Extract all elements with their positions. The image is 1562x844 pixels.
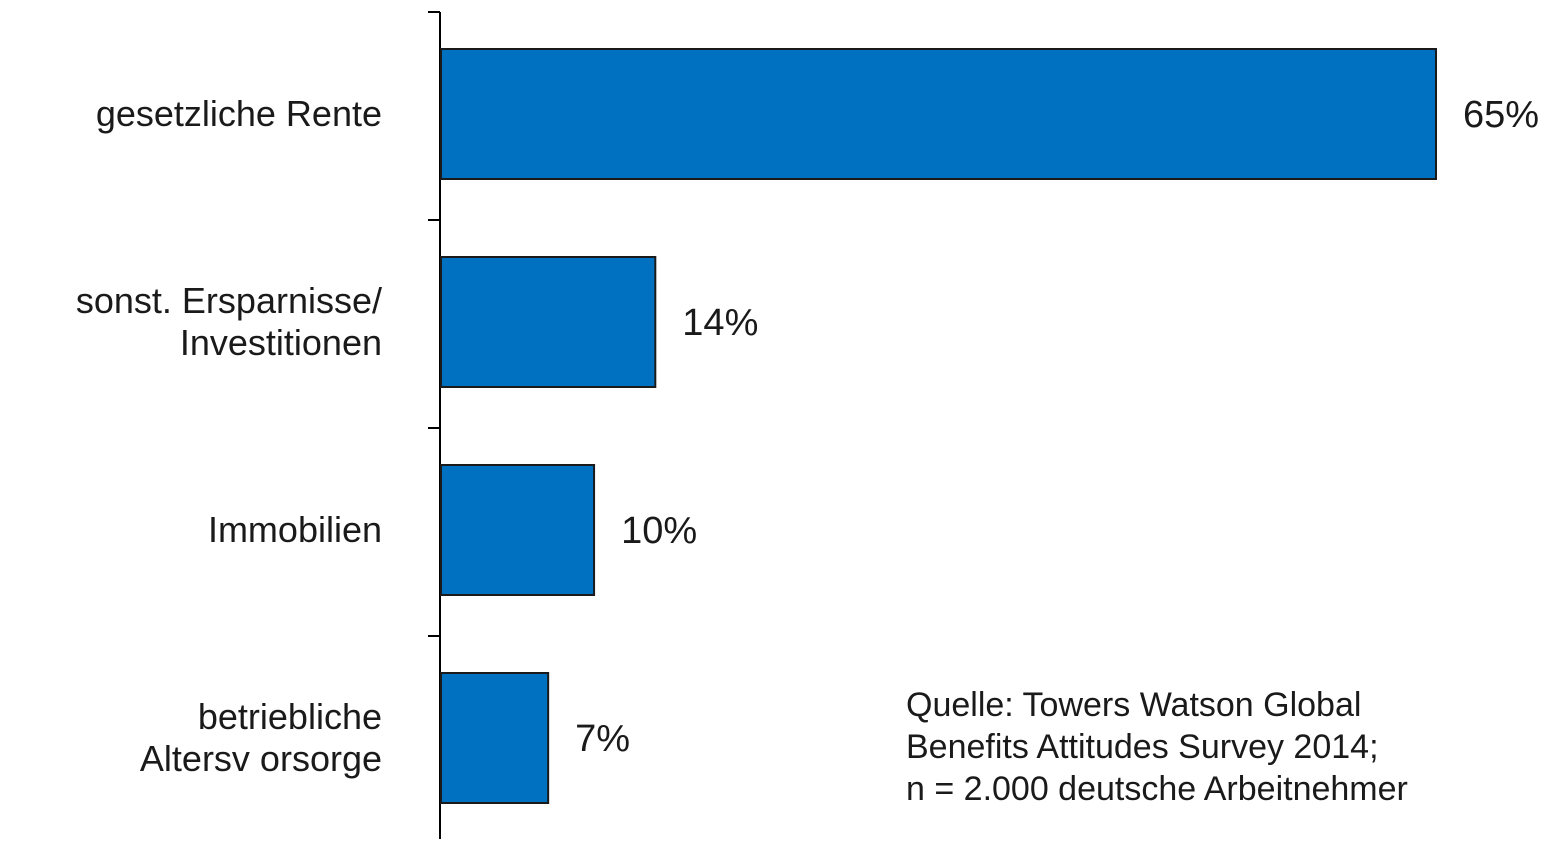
category-label-line: Immobilien: [208, 509, 382, 550]
category-label: sonst. Ersparnisse/Investitionen: [76, 280, 382, 363]
bar: [440, 48, 1437, 180]
bar-value-label: 65%: [1463, 94, 1539, 136]
bar-value-label: 14%: [682, 302, 758, 344]
category-label-line: gesetzliche Rente: [96, 93, 382, 134]
bar: [440, 464, 596, 596]
bar: [440, 672, 550, 804]
source-note-line-2: Benefits Attitudes Survey 2014;: [906, 728, 1379, 766]
category-label-line: betriebliche: [198, 696, 382, 737]
category-label: gesetzliche Rente: [96, 93, 382, 134]
source-note-line-3: n = 2.000 deutsche Arbeitnehmer: [906, 770, 1408, 808]
bar-value-label: 10%: [621, 510, 697, 552]
category-label: betriebliche Altersv orsorge: [140, 696, 382, 779]
source-note: Quelle: Towers Watson Global Benefits At…: [906, 684, 1546, 810]
bar-value-label: 7%: [575, 718, 630, 760]
source-note-line-1: Quelle: Towers Watson Global: [906, 686, 1362, 724]
category-label-line: sonst. Ersparnisse/: [76, 280, 382, 321]
category-label-line: Investitionen: [180, 322, 382, 363]
category-label-line: Altersv orsorge: [140, 738, 382, 779]
category-label: Immobilien: [208, 509, 382, 550]
bar: [440, 256, 657, 388]
